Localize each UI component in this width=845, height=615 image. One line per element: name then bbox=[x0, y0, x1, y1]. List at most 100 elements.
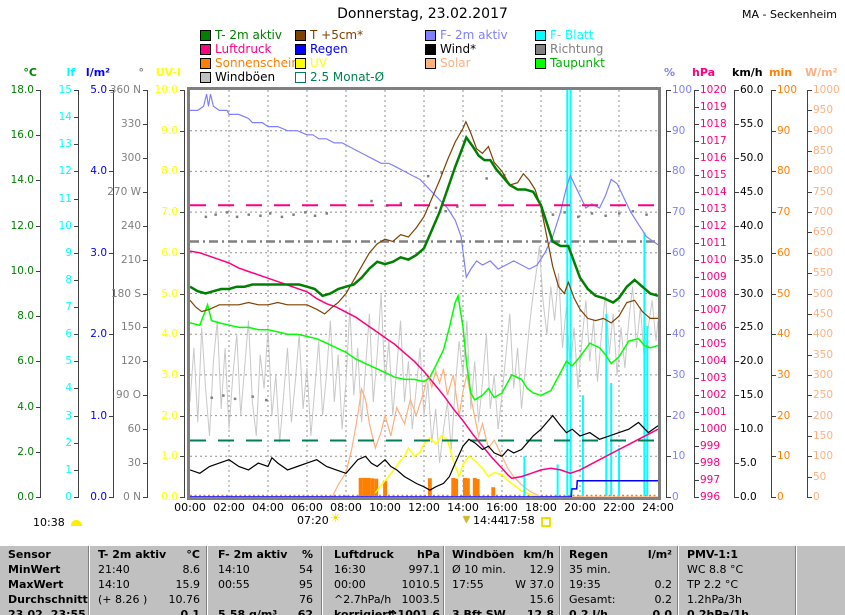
series-sonnenschein bbox=[475, 479, 480, 496]
axis-tick bbox=[74, 198, 78, 200]
axis-tick-label: 40 bbox=[672, 327, 686, 340]
axis-tick bbox=[667, 252, 671, 254]
axis-tick bbox=[74, 225, 78, 227]
axis-tick bbox=[808, 497, 812, 498]
table-value-cell: km/h bbox=[523, 548, 554, 561]
axis-tick-label: 18.0 bbox=[10, 83, 34, 96]
axis-title-°: ° bbox=[138, 66, 145, 79]
axis-tick bbox=[772, 252, 776, 254]
table-value-cell: hPa bbox=[416, 548, 440, 561]
axis-tick-label: 70 bbox=[672, 205, 686, 218]
axis-tick-label: 11 bbox=[58, 192, 72, 205]
series-richtung-dots bbox=[292, 213, 295, 216]
axis-tick-label: 900 bbox=[813, 124, 834, 137]
axis-tick-label: 0.0 bbox=[90, 490, 107, 503]
axis-tick-label: 1018 bbox=[700, 117, 727, 130]
axis-tick bbox=[695, 378, 699, 380]
table-separator-highlight bbox=[444, 546, 445, 615]
axis-tick bbox=[36, 406, 40, 408]
table-cell: 00:00 bbox=[334, 578, 366, 591]
axis-tick bbox=[735, 395, 739, 397]
series-taupunkt bbox=[190, 293, 658, 401]
table-value-cell: 8.6 bbox=[182, 563, 201, 576]
table-value-cell: 12.8 bbox=[526, 608, 554, 615]
axis-tick bbox=[143, 429, 147, 431]
axis-tick-label: 5.0 bbox=[161, 287, 178, 300]
table-cell: WC 8.8 °C bbox=[687, 563, 744, 576]
series-richtung-dots bbox=[370, 199, 373, 203]
axis-tick bbox=[36, 316, 40, 318]
table-separator-highlight bbox=[678, 546, 679, 615]
axis-tick bbox=[735, 259, 739, 261]
axis-tick bbox=[695, 446, 699, 448]
axis-tick-label: 6 bbox=[65, 327, 72, 340]
axis-tick-label: 800 bbox=[813, 165, 834, 178]
axis-tick bbox=[36, 270, 40, 272]
x-tick-label: 16:00 bbox=[486, 501, 518, 514]
axis-tick-label: 10.0 bbox=[740, 422, 764, 435]
axis-tick-label: 25.0 bbox=[740, 321, 764, 334]
table-cell: F- 2m aktiv bbox=[218, 548, 288, 561]
axis-tick-label: 60.0 bbox=[740, 83, 764, 96]
series-richtung-dots bbox=[204, 215, 208, 219]
axis-tick bbox=[74, 334, 78, 336]
axis-tick bbox=[74, 361, 78, 363]
axis-tick-label: 1016 bbox=[700, 151, 727, 164]
axis-tick bbox=[695, 242, 699, 244]
series-richtung-dots bbox=[577, 215, 580, 219]
table-separator-highlight bbox=[89, 546, 90, 615]
axis-tick-label: 999 bbox=[700, 439, 721, 452]
sunset-time: 17:58 bbox=[503, 514, 535, 527]
axis-tick-label: 0 bbox=[777, 490, 784, 503]
axis-tick bbox=[735, 191, 739, 193]
axis-tick-label: 10.0 bbox=[10, 264, 34, 277]
series-richtung-dots bbox=[280, 215, 284, 219]
axis-tick-label: 70 bbox=[777, 205, 791, 218]
table-separator bbox=[677, 546, 678, 615]
axis-tick-label: 9.0 bbox=[161, 124, 178, 137]
axis-tick bbox=[109, 334, 113, 336]
axis-tick-label: 60 bbox=[777, 246, 791, 259]
axis-tick-label: 20.0 bbox=[740, 355, 764, 368]
axis-tick-label: 60 bbox=[127, 422, 141, 435]
axis-title-%: % bbox=[664, 66, 676, 79]
axis-tick-label: 7 bbox=[65, 300, 72, 313]
axis-tick bbox=[808, 191, 812, 193]
series-richtung-dots bbox=[590, 212, 594, 215]
axis-tick-label: 50 bbox=[777, 287, 791, 300]
table-cell: Sensor bbox=[8, 548, 51, 561]
axis-tick bbox=[772, 171, 776, 173]
axis-line-° bbox=[147, 90, 148, 498]
axis-tick-label: 2 bbox=[65, 436, 72, 449]
axis-tick-label: 30.0 bbox=[740, 287, 764, 300]
table-separator bbox=[443, 546, 444, 615]
table-cell: 0.2hPa/1h bbox=[687, 608, 750, 615]
axis-tick bbox=[109, 497, 113, 498]
axis-tick-label: 10.0 bbox=[154, 83, 178, 96]
axis-tick-label: 200 bbox=[813, 409, 834, 422]
axis-tick-label: 30 bbox=[127, 456, 141, 469]
table-cell: 00:55 bbox=[218, 578, 250, 591]
axis-tick-label: 1000 bbox=[700, 422, 727, 435]
axis-tick-label: 1007 bbox=[700, 304, 727, 317]
series-richtung-dots bbox=[485, 177, 488, 180]
axis-tick bbox=[180, 130, 184, 132]
axis-tick bbox=[808, 334, 812, 336]
axis-tick bbox=[74, 469, 78, 471]
axis-tick bbox=[695, 361, 699, 363]
axis-tick bbox=[695, 276, 699, 278]
axis-tick-label: 240 bbox=[120, 219, 141, 232]
axis-tick bbox=[808, 90, 812, 91]
axis-tick-label: 10 bbox=[672, 450, 686, 463]
table-cell: 17:55 bbox=[452, 578, 484, 591]
table-separator-highlight bbox=[322, 546, 323, 615]
axis-tick-label: 45.0 bbox=[740, 185, 764, 198]
legend-swatch-5 bbox=[295, 44, 306, 55]
axis-tick bbox=[143, 90, 147, 91]
series-sonnenschein bbox=[491, 487, 496, 496]
axis-tick-label: 450 bbox=[813, 307, 834, 320]
axis-tick-label: 150 bbox=[120, 321, 141, 334]
legend-swatch-11 bbox=[535, 58, 546, 69]
table-separator bbox=[206, 546, 207, 615]
axis-tick-label: 0 N bbox=[123, 490, 141, 503]
